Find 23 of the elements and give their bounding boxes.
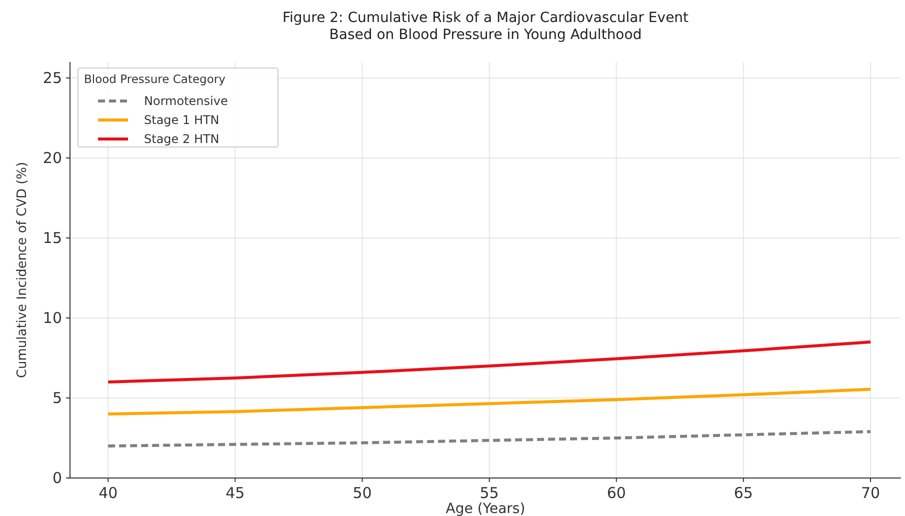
y-tick-label: 5 <box>52 389 62 407</box>
x-tick-label: 70 <box>860 484 880 502</box>
line-series <box>106 388 872 416</box>
legend-label: Normotensive <box>144 94 228 108</box>
x-tick-label: 40 <box>98 484 118 502</box>
line-series <box>106 340 872 384</box>
legend-label: Stage 2 HTN <box>144 132 220 146</box>
x-tick-label: 60 <box>606 484 626 502</box>
y-tick-label: 0 <box>52 469 62 487</box>
legend-label: Stage 1 HTN <box>144 113 220 127</box>
chart-title: Figure 2: Cumulative Risk of a Major Cardiovascular Event Based on Blood Pressure in Young Adulthood <box>282 10 690 43</box>
line-series <box>106 430 872 448</box>
x-tick-label: 45 <box>226 484 245 502</box>
x-tick-label: 65 <box>734 484 753 502</box>
y-tick-label: 10 <box>42 309 62 327</box>
y-axis-title: Cumulative Incidence of CVD (%) <box>15 162 30 378</box>
x-axis-title: Age (Years) <box>446 501 526 516</box>
x-tick-label: 55 <box>480 484 499 502</box>
y-tick-label: 20 <box>42 149 62 167</box>
y-tick-label: 15 <box>42 229 62 247</box>
y-tick-label: 25 <box>42 69 62 87</box>
legend-title: Blood Pressure Category <box>84 72 226 86</box>
x-tick-label: 50 <box>352 484 372 502</box>
